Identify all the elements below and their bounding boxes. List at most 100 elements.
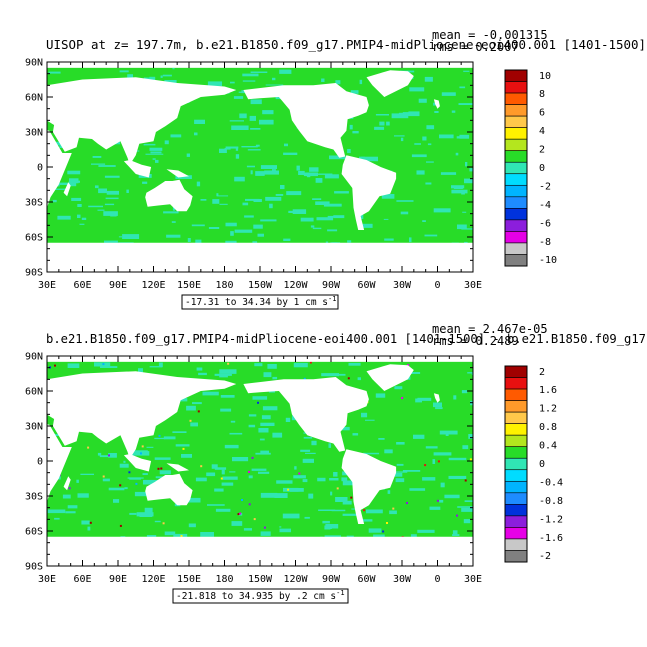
field-patch bbox=[325, 241, 329, 244]
field-patch bbox=[341, 426, 350, 431]
chart-title: UISOP at z= 197.7m, b.e21.B1850.f09_g17.… bbox=[46, 38, 646, 52]
field-patch bbox=[409, 237, 412, 243]
field-patch bbox=[329, 478, 339, 481]
land-mask bbox=[366, 364, 414, 391]
field-patch bbox=[158, 362, 163, 368]
colorbar-box bbox=[504, 469, 528, 482]
anomaly-speck bbox=[248, 503, 251, 506]
field-patch bbox=[322, 520, 330, 524]
field-patch bbox=[279, 69, 292, 74]
range-frame bbox=[181, 294, 339, 310]
colorbar-box bbox=[504, 423, 528, 436]
field-patch bbox=[396, 200, 414, 202]
field-patch bbox=[77, 204, 82, 207]
field-patch bbox=[459, 134, 470, 139]
field-patch bbox=[202, 391, 219, 396]
anomaly-speck bbox=[162, 522, 165, 525]
colorbar-box bbox=[504, 527, 528, 540]
field-patch bbox=[318, 509, 336, 511]
field-patch bbox=[289, 488, 304, 492]
field-patch bbox=[439, 134, 454, 139]
field-patch bbox=[404, 372, 421, 374]
field-patch bbox=[374, 126, 385, 130]
field-patch bbox=[434, 111, 439, 113]
colorbar-label: 10 bbox=[539, 71, 551, 82]
field-patch bbox=[188, 523, 196, 528]
map-field bbox=[47, 356, 473, 566]
field-patch bbox=[243, 528, 252, 531]
anomaly-speck bbox=[227, 362, 230, 365]
land-mask bbox=[47, 130, 72, 208]
colorbar-box bbox=[504, 242, 528, 255]
field-patch bbox=[316, 217, 334, 221]
colorbar-box bbox=[504, 388, 528, 401]
x-tick-label: 120W bbox=[283, 574, 308, 585]
field-patch bbox=[341, 477, 348, 482]
field-patch bbox=[429, 506, 441, 510]
field-patch bbox=[272, 376, 278, 380]
field-patch bbox=[445, 434, 449, 436]
field-patch bbox=[229, 471, 236, 473]
field-patch bbox=[57, 215, 71, 220]
y-tick-label: 0 bbox=[37, 457, 43, 468]
colorbar-frame bbox=[504, 365, 528, 563]
field-patch bbox=[216, 195, 229, 197]
anomaly-speck bbox=[119, 524, 122, 527]
field-patch bbox=[410, 534, 417, 538]
anomaly-speck bbox=[180, 535, 183, 537]
field-patch bbox=[298, 170, 305, 175]
field-patch bbox=[395, 471, 408, 473]
field-patch bbox=[154, 437, 166, 440]
y-tick-label: 90S bbox=[25, 268, 43, 279]
land-mask bbox=[243, 377, 369, 452]
x-tick-label: 30W bbox=[393, 574, 412, 585]
panel-2: 30E 60E 90E 120E 150E 180 150W 120W 90W 60W 30W 0 30… bbox=[25, 322, 646, 604]
field-patch bbox=[350, 90, 359, 94]
field-patch bbox=[304, 516, 310, 519]
field-patch bbox=[272, 432, 283, 438]
field-patch bbox=[424, 76, 433, 82]
field-patch bbox=[330, 491, 333, 496]
field-patch bbox=[316, 173, 333, 175]
field-patch bbox=[303, 436, 313, 439]
field-patch bbox=[305, 452, 316, 454]
land-mask bbox=[47, 536, 473, 566]
field-patch bbox=[286, 191, 302, 196]
field-patch bbox=[352, 433, 359, 436]
colorbar-box bbox=[504, 150, 528, 163]
colorbar-box bbox=[504, 400, 528, 413]
field-patch bbox=[422, 136, 427, 141]
field-patch bbox=[352, 131, 359, 134]
field-patch bbox=[381, 194, 395, 199]
field-patch bbox=[375, 114, 389, 116]
y-tick-label: 60N bbox=[25, 387, 43, 398]
field-patch bbox=[171, 221, 176, 223]
colorbar-label: 0 bbox=[539, 163, 545, 174]
anomaly-speck bbox=[102, 363, 105, 366]
field-patch bbox=[250, 99, 262, 105]
x-tick-label: 60E bbox=[73, 280, 91, 291]
field-patch bbox=[272, 77, 276, 81]
field-patch bbox=[149, 366, 163, 368]
anomaly-speck bbox=[135, 482, 138, 485]
anomaly-speck bbox=[141, 445, 144, 448]
y-tick-label: 30S bbox=[25, 492, 43, 503]
anomaly-speck bbox=[347, 377, 350, 380]
field-patch bbox=[357, 377, 361, 381]
field-patch bbox=[118, 236, 123, 238]
field-patch bbox=[250, 170, 253, 175]
field-patch bbox=[433, 208, 451, 213]
field-patch bbox=[103, 211, 118, 216]
colorbar-label: -8 bbox=[539, 237, 551, 248]
land-mask bbox=[123, 454, 152, 472]
field-patch bbox=[426, 125, 435, 130]
field-patch bbox=[312, 198, 322, 200]
field-patch bbox=[262, 406, 278, 411]
field-patch bbox=[327, 229, 338, 232]
field-patch bbox=[425, 182, 432, 185]
field-patch bbox=[453, 395, 457, 400]
field-patch bbox=[194, 132, 198, 136]
field-patch bbox=[409, 488, 426, 491]
field-patch bbox=[323, 203, 342, 207]
colorbar-box bbox=[504, 457, 528, 471]
